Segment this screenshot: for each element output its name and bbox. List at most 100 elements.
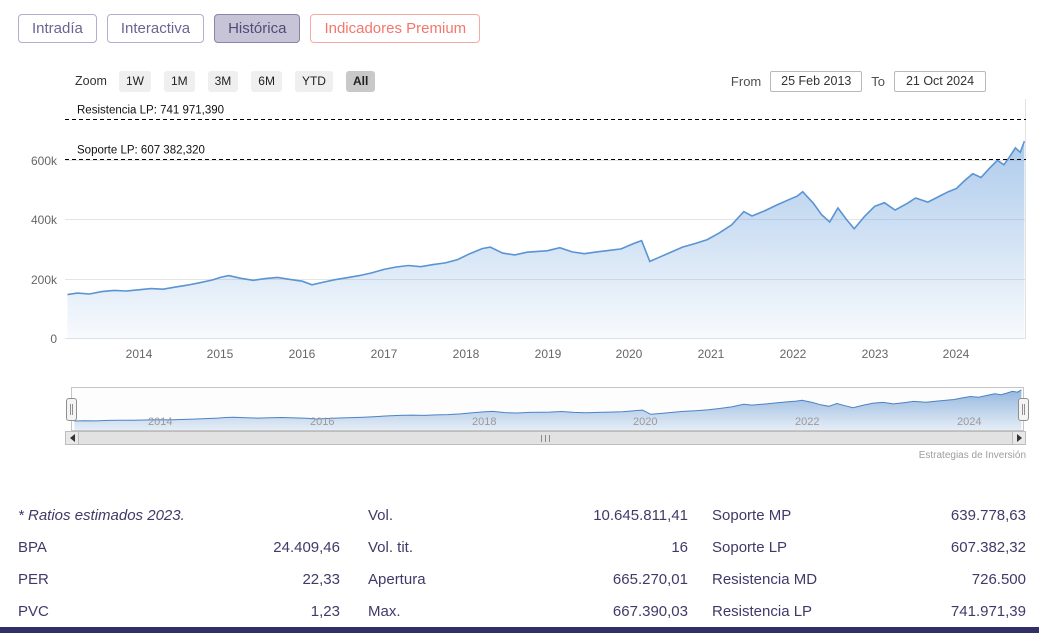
stat-value: 1,23 (310, 602, 340, 620)
navigator-series-area (74, 389, 1022, 430)
y-axis-tick: 600k (30, 154, 57, 169)
y-axis-tick: 0 (50, 332, 57, 346)
navigator-x-tick: 2020 (633, 416, 658, 428)
stat-row: Resistencia LP 741.971,39 (712, 595, 1026, 627)
x-axis-labels: 2014 2015 2016 2017 2018 2019 2020 2021 2022 2023… (65, 339, 1025, 361)
to-label: To (871, 73, 885, 89)
stat-value: 667.390,03 (612, 602, 688, 620)
arrow-right-icon (1016, 434, 1022, 442)
stat-row: * Ratios estimados 2023. (18, 499, 340, 531)
x-axis-tick: 2014 (125, 347, 153, 361)
from-label: From (730, 73, 762, 89)
stat-value: 639.778,63 (950, 506, 1026, 524)
stat-label: Soporte LP (712, 538, 788, 556)
stats-col-session: Vol. 10.645.811,41 Vol. tit. 16 Apertura… (368, 499, 688, 627)
stat-label: Resistencia LP (712, 602, 813, 620)
stat-row: Resistencia MD 726.500 (712, 563, 1026, 595)
scrollbar (65, 431, 1026, 445)
stat-label: Apertura (368, 570, 426, 588)
navigator-x-tick: 2014 (148, 416, 173, 428)
range-button-6m[interactable]: 6M (251, 70, 282, 92)
zoom-label: Zoom (75, 74, 107, 88)
stat-row: Soporte LP 607.382,32 (712, 531, 1026, 563)
stat-label: Vol. (368, 506, 394, 524)
navigator-x-tick: 2024 (957, 416, 982, 428)
tab-historica[interactable]: Histórica (214, 14, 301, 43)
range-button-1w[interactable]: 1W (118, 70, 151, 92)
credits: Estrategias de Inversión (918, 450, 1026, 461)
navigator-x-tick: 2018 (472, 416, 497, 428)
stat-value: 10.645.811,41 (593, 506, 688, 524)
stat-label: Max. (368, 602, 401, 620)
navigator[interactable]: 2014 2016 2018 2020 2022 2024 (66, 387, 1029, 431)
stats-col-levels: Soporte MP 639.778,63 Soporte LP 607.382… (712, 499, 1026, 627)
scrollbar-grip-icon (545, 434, 546, 442)
stats-col-ratios: * Ratios estimados 2023. BPA 24.409,46 P… (18, 499, 340, 627)
stat-value: 16 (671, 538, 688, 556)
x-axis-tick: 2023 (861, 347, 889, 361)
stat-row: Vol. tit. 16 (368, 531, 688, 563)
y-axis-tick: 200k (30, 272, 57, 287)
range-button-3m[interactable]: 3M (207, 70, 239, 92)
scrollbar-right-arrow[interactable] (1012, 431, 1026, 445)
range-button-all[interactable]: All (345, 70, 376, 92)
range-button-1m[interactable]: 1M (163, 70, 195, 92)
tab-intradia[interactable]: Intradía (18, 14, 97, 43)
stat-value: 22,33 (302, 570, 340, 588)
x-axis-tick: 2022 (779, 347, 807, 361)
x-axis-tick: 2021 (697, 347, 725, 361)
x-axis-tick: 2018 (452, 347, 480, 361)
x-axis-tick: 2019 (534, 347, 562, 361)
chart-toolbar: Zoom 1W 1M 3M 6M YTD All From To (65, 69, 1026, 93)
stat-value: 24.409,46 (273, 538, 340, 556)
price-series-area (67, 141, 1025, 339)
x-axis-tick: 2017 (370, 347, 398, 361)
range-buttons: 1W 1M 3M 6M YTD All (118, 70, 376, 92)
stat-row: Max. 667.390,03 (368, 595, 688, 627)
stat-row: Soporte MP 639.778,63 (712, 499, 1026, 531)
tab-interactiva[interactable]: Interactiva (106, 14, 205, 43)
navigator-x-tick: 2022 (795, 416, 820, 428)
chart-type-tabs: Intradía Interactiva Histórica Indicador… (18, 14, 1039, 43)
stat-value: 741.971,39 (950, 602, 1026, 620)
main-price-chart[interactable]: 0 200k 400k 600k Resistencia LP: 741 971,39… (31, 99, 1026, 361)
scrollbar-track[interactable] (79, 431, 1012, 445)
stat-label: Vol. tit. (368, 538, 414, 556)
stat-value: 607.382,32 (950, 538, 1026, 556)
x-axis-tick: 2020 (615, 347, 643, 361)
stat-row: Apertura 665.270,01 (368, 563, 688, 595)
stat-label: PVC (18, 602, 49, 620)
stat-row: BPA 24.409,46 (18, 531, 340, 563)
arrow-left-icon (69, 434, 75, 442)
price-series-line (67, 140, 1026, 296)
x-axis-tick: 2016 (288, 347, 316, 361)
resistencia-lp-label: Resistencia LP: 741 971,390 (77, 105, 224, 117)
stat-label: BPA (18, 538, 47, 556)
x-axis-tick: 2024 (942, 347, 970, 361)
to-date-input[interactable] (894, 70, 986, 92)
navigator-series-line (74, 389, 1022, 422)
navigator-left-handle[interactable] (66, 397, 77, 421)
stat-row: PER 22,33 (18, 563, 340, 595)
navigator-mini-chart (74, 389, 1022, 430)
range-button-ytd[interactable]: YTD (294, 70, 333, 92)
y-axis-tick: 400k (30, 213, 57, 228)
stat-row: Vol. 10.645.811,41 (368, 499, 688, 531)
stat-value: 665.270,01 (612, 570, 688, 588)
stat-label: PER (18, 570, 49, 588)
navigator-right-handle[interactable] (1018, 397, 1029, 421)
stat-label: Resistencia MD (712, 570, 818, 588)
soporte-lp-label: Soporte LP: 607 382,320 (77, 145, 205, 157)
stats-table: * Ratios estimados 2023. BPA 24.409,46 P… (18, 499, 1026, 627)
date-range: From To (730, 70, 986, 92)
ratios-note: * Ratios estimados 2023. (18, 506, 185, 524)
bottom-bar (0, 627, 1039, 633)
stat-value: 726.500 (971, 570, 1026, 588)
tab-indicadores-premium[interactable]: Indicadores Premium (310, 14, 481, 43)
from-date-input[interactable] (770, 70, 863, 92)
scrollbar-left-arrow[interactable] (65, 431, 79, 445)
x-axis-tick: 2015 (206, 347, 234, 361)
price-area-chart[interactable]: Resistencia LP: 741 971,390 Soporte LP: 6… (65, 99, 1026, 339)
stat-row: PVC 1,23 (18, 595, 340, 627)
